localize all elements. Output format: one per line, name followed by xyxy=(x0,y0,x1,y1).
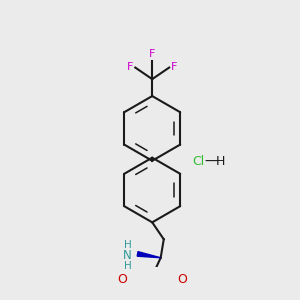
Text: F: F xyxy=(128,62,134,72)
Text: F: F xyxy=(149,49,155,59)
Text: O: O xyxy=(117,273,127,286)
Text: F: F xyxy=(171,62,177,72)
Text: —: — xyxy=(205,154,218,169)
Text: H: H xyxy=(124,261,132,271)
Text: Cl: Cl xyxy=(192,155,205,168)
Text: N: N xyxy=(122,249,131,262)
Text: H: H xyxy=(124,240,132,250)
Text: H: H xyxy=(216,155,225,168)
Polygon shape xyxy=(137,252,161,258)
Text: O: O xyxy=(178,273,188,286)
